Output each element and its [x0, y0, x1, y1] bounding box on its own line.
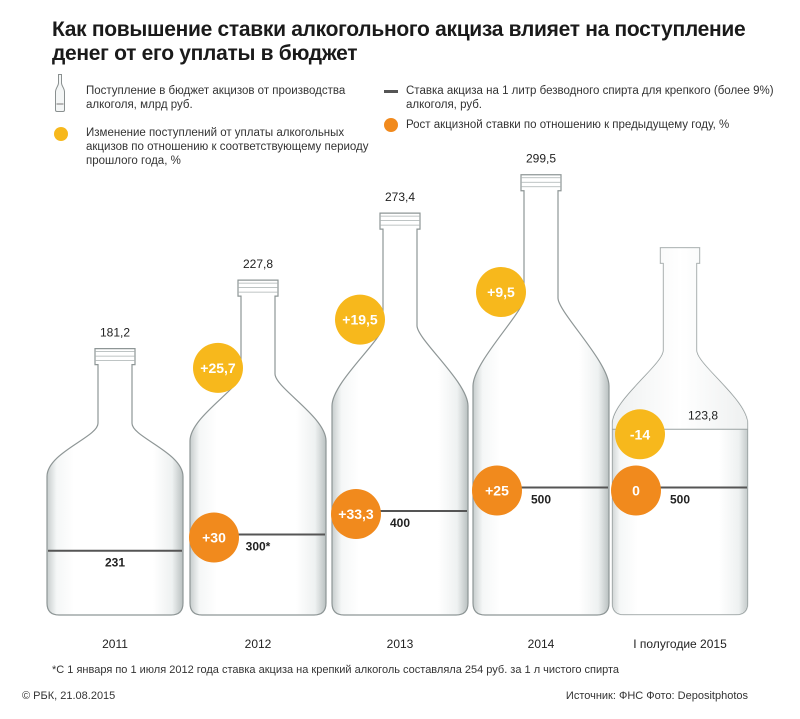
- bottle-2012: [189, 279, 327, 616]
- revenue-label: 181,2: [100, 326, 130, 340]
- bottle-2011: [46, 348, 184, 616]
- legend-revenue-change: Изменение поступлений от уплаты алкоголь…: [52, 126, 382, 170]
- revenue-change-label: -14: [630, 426, 650, 442]
- revenue-change-circle: [476, 267, 526, 318]
- revenue-change-label: +19,5: [342, 312, 378, 328]
- rate-growth-label: +25: [485, 483, 509, 499]
- marks-layer: 181,2 231 2011 227,8 300* 2012 +25,7 +30 273,4 40…: [48, 152, 747, 651]
- bottle-2014: [472, 174, 610, 616]
- credit: © РБК, 21.08.2015: [22, 690, 116, 702]
- orange-circle-icon: [384, 118, 398, 132]
- legend-revenue-change-label: Изменение поступлений от уплаты алкоголь…: [86, 127, 369, 167]
- rate-growth-circle: [189, 512, 239, 563]
- year-label: 2013: [387, 637, 414, 651]
- rate-line-icon: [384, 90, 398, 93]
- revenue-change-circle: [615, 409, 665, 460]
- legend-rate-growth: Рост акцизной ставки по отношению к пред…: [384, 118, 774, 138]
- revenue-change-label: +9,5: [487, 284, 515, 300]
- rate-growth-circle: [611, 465, 661, 516]
- year-label: 2012: [245, 637, 272, 651]
- rate-growth-circle: [331, 489, 381, 539]
- rate-label: 500: [670, 493, 690, 507]
- source: Источник: ФНС Фото: Depositphotos: [565, 690, 748, 702]
- rate-label: 400: [390, 516, 410, 530]
- yellow-circle-icon: [54, 127, 68, 141]
- rate-growth-label: 0: [632, 483, 640, 499]
- revenue-change-circle: [335, 294, 385, 345]
- rate-label: 500: [531, 493, 551, 507]
- legend-revenue: Поступление в бюджет акцизов от производ…: [52, 74, 352, 114]
- year-label: 2011: [102, 637, 128, 651]
- rate-growth-label: +33,3: [338, 506, 374, 522]
- rate-label: 231: [105, 556, 125, 570]
- rate-label: 300*: [246, 540, 271, 554]
- revenue-change-label: +25,7: [200, 360, 236, 376]
- legend-revenue-label: Поступление в бюджет акцизов от производ…: [86, 85, 346, 111]
- legend-rate-growth-label: Рост акцизной ставки по отношению к пред…: [406, 119, 730, 131]
- rate-growth-label: +30: [202, 530, 226, 546]
- legend-rate: Ставка акциза на 1 литр безводного спирт…: [384, 84, 774, 114]
- revenue-change-circle: [193, 342, 243, 393]
- revenue-label: 273,4: [385, 190, 415, 204]
- chart-title: Как повышение ставки алкогольного акциза…: [52, 18, 746, 65]
- bottle-2013: [331, 212, 469, 616]
- revenue-label: 299,5: [526, 152, 556, 166]
- legend-rate-label: Ставка акциза на 1 литр безводного спирт…: [406, 85, 774, 111]
- bottles-layer: [46, 174, 749, 616]
- revenue-label: 227,8: [243, 257, 273, 271]
- bottle-fill-half-year: [612, 429, 748, 615]
- revenue-label: 123,8: [688, 408, 718, 422]
- rate-growth-circle: [472, 465, 522, 516]
- year-label: I полугодие 2015: [633, 637, 727, 651]
- year-label: 2014: [528, 637, 555, 651]
- footnote: *С 1 января по 1 июля 2012 года ставка а…: [52, 664, 620, 676]
- bottle-icon: [55, 74, 65, 112]
